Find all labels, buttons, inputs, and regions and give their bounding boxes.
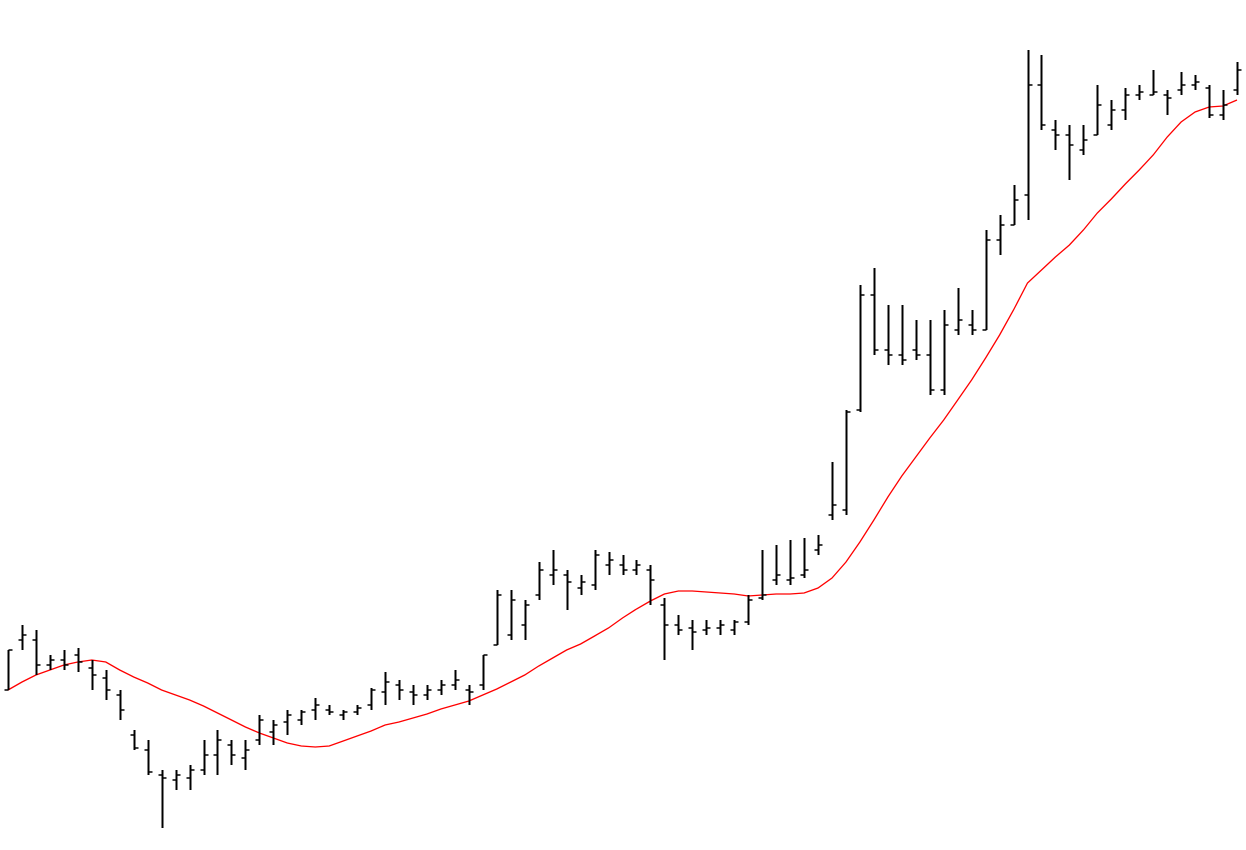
moving-average-line [7, 99, 1238, 748]
